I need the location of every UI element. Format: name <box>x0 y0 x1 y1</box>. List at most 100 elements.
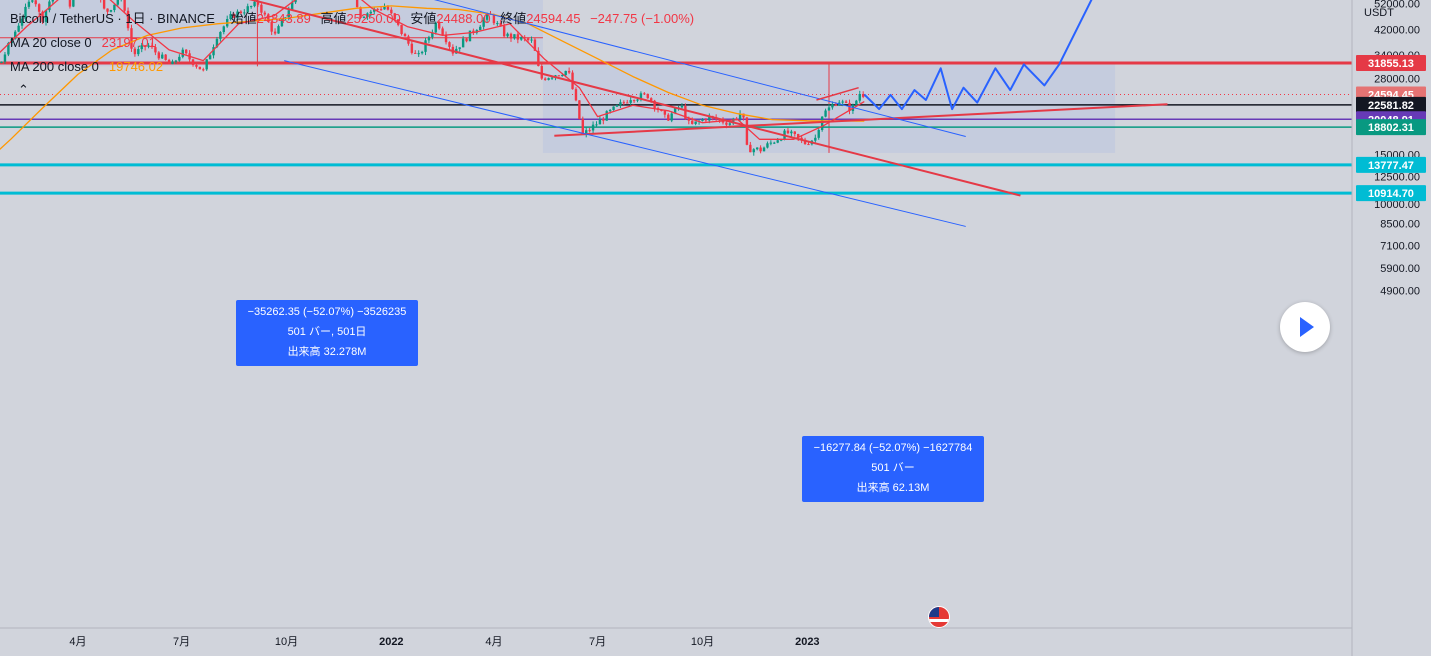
candle-body-202 <box>629 100 632 103</box>
projection-path <box>863 0 1093 111</box>
candle-body-22 <box>14 31 17 39</box>
candle-body-217 <box>680 106 684 108</box>
callout-2-change: −16277.84 (−52.07%) −1627784 <box>813 442 973 454</box>
x-tick-3: 10月 <box>275 636 298 648</box>
symbol-title[interactable]: Bitcoin / TetherUS · 1日 · BINANCE <box>10 11 215 26</box>
y-tick-14: 4900.00 <box>1380 285 1420 297</box>
candle-body-33 <box>51 0 55 2</box>
candle-body-268 <box>855 100 858 106</box>
candle-body-145 <box>434 22 437 33</box>
candle-body-201 <box>626 102 629 104</box>
y-tick-9: 12500.00 <box>1374 172 1420 184</box>
candle-body-83 <box>222 26 225 32</box>
measure-callout-2: −16277.84 (−52.07%) −1627784 501 バー 出来高 … <box>802 436 984 502</box>
candle-body-72 <box>184 49 188 54</box>
candle-body-125 <box>366 13 369 17</box>
legend-ma200-row[interactable]: MA 200 close 0 19746.02 <box>10 58 694 82</box>
candle-body-170 <box>520 37 523 40</box>
candle-body-90 <box>246 6 249 13</box>
candle-body-91 <box>249 6 253 8</box>
ma200-line <box>0 5 865 151</box>
candle-body-164 <box>499 23 502 27</box>
price-tag-bg-1 <box>1356 55 1426 72</box>
price-tag-1: 31855.13 <box>1368 58 1414 70</box>
candle-body-61 <box>147 45 150 47</box>
candle-body-86 <box>232 14 236 18</box>
candle-body-163 <box>496 23 499 25</box>
candle-body-193 <box>598 119 602 125</box>
candle-body-179 <box>550 77 554 79</box>
horizontal-levels <box>0 61 1352 195</box>
candle-body-138 <box>410 43 414 53</box>
candle-body-178 <box>547 78 550 80</box>
candle-body-168 <box>513 34 516 39</box>
open-value: 24843.89 <box>256 11 311 26</box>
candle-body-240 <box>759 147 762 152</box>
candle-body-177 <box>543 78 547 80</box>
candle-body-252 <box>800 137 803 140</box>
candle-body-156 <box>472 30 475 33</box>
candle-body-104 <box>294 0 297 3</box>
candle-body-232 <box>732 118 735 124</box>
candle-body-243 <box>769 142 773 144</box>
candle-body-141 <box>420 51 424 54</box>
us-flag-icon[interactable] <box>928 606 950 628</box>
price-tag-6: 13777.47 <box>1368 160 1414 172</box>
candle-body-96 <box>267 14 270 22</box>
candle-body-203 <box>632 100 636 102</box>
close-value: 24594.45 <box>526 11 581 26</box>
callout-1-volume: 出来高 32.278M <box>287 346 367 358</box>
candle-body-124 <box>362 16 366 18</box>
candle-body-199 <box>619 102 622 106</box>
callout-2-volume: 出来高 62.13M <box>856 482 930 494</box>
chevron-up-icon[interactable]: ⌃ <box>18 82 29 97</box>
price-tag-bg-5 <box>1356 119 1426 136</box>
candle-body-69 <box>174 60 178 62</box>
candle-body-191 <box>591 124 595 131</box>
candle-body-99 <box>277 26 280 34</box>
chart-legend: Bitcoin / TetherUS · 1日 · BINANCE 始値2484… <box>10 10 694 82</box>
x-tick-6: 7月 <box>589 636 606 648</box>
candle-body-75 <box>195 64 198 67</box>
candle-body-224 <box>704 119 708 121</box>
ma20-value: 23197.01 <box>101 35 156 50</box>
y-tick-7: 28000.00 <box>1374 74 1420 86</box>
candle-body-231 <box>728 123 732 125</box>
candle-body-154 <box>465 38 468 42</box>
candle-body-213 <box>667 114 670 121</box>
candle-body-103 <box>290 2 294 11</box>
candle-body-52 <box>116 0 119 5</box>
candle-body-214 <box>670 113 673 121</box>
candle-body-204 <box>636 99 639 101</box>
candle-body-160 <box>485 13 489 20</box>
candle-body-85 <box>229 14 232 20</box>
candle-body-82 <box>219 31 222 39</box>
candle-body-176 <box>540 66 543 79</box>
time-axis[interactable]: 20214月7月10月20224月7月10月2023 <box>0 627 1352 648</box>
candle-body-190 <box>588 130 591 132</box>
candle-body-27 <box>31 0 34 2</box>
x-tick-1: 4月 <box>69 636 86 648</box>
y-tick-10: 10000.00 <box>1374 199 1420 211</box>
candle-body-49 <box>106 8 109 12</box>
x-tick-7: 10月 <box>691 636 714 648</box>
candle-body-209 <box>653 100 656 109</box>
candle-body-28 <box>34 0 37 5</box>
trend-line-2 <box>554 103 1168 137</box>
close-label: 終値 <box>500 11 527 26</box>
legend-ma20-row[interactable]: MA 20 close 0 23197.01 <box>10 34 694 58</box>
candle-body-194 <box>602 119 605 121</box>
candle-body-59 <box>140 45 143 50</box>
price-tag-bg-6 <box>1356 156 1426 173</box>
candle-body-256 <box>814 137 817 141</box>
candle-body-93 <box>256 1 260 5</box>
trend-line-5 <box>816 86 859 101</box>
candle-body-148 <box>444 34 448 43</box>
play-icon[interactable] <box>1280 302 1330 352</box>
candle-body-236 <box>745 117 749 145</box>
ma20-line <box>0 0 865 140</box>
candle-body-67 <box>167 59 171 65</box>
candle-body-264 <box>841 101 844 103</box>
candle-body-235 <box>742 113 745 118</box>
